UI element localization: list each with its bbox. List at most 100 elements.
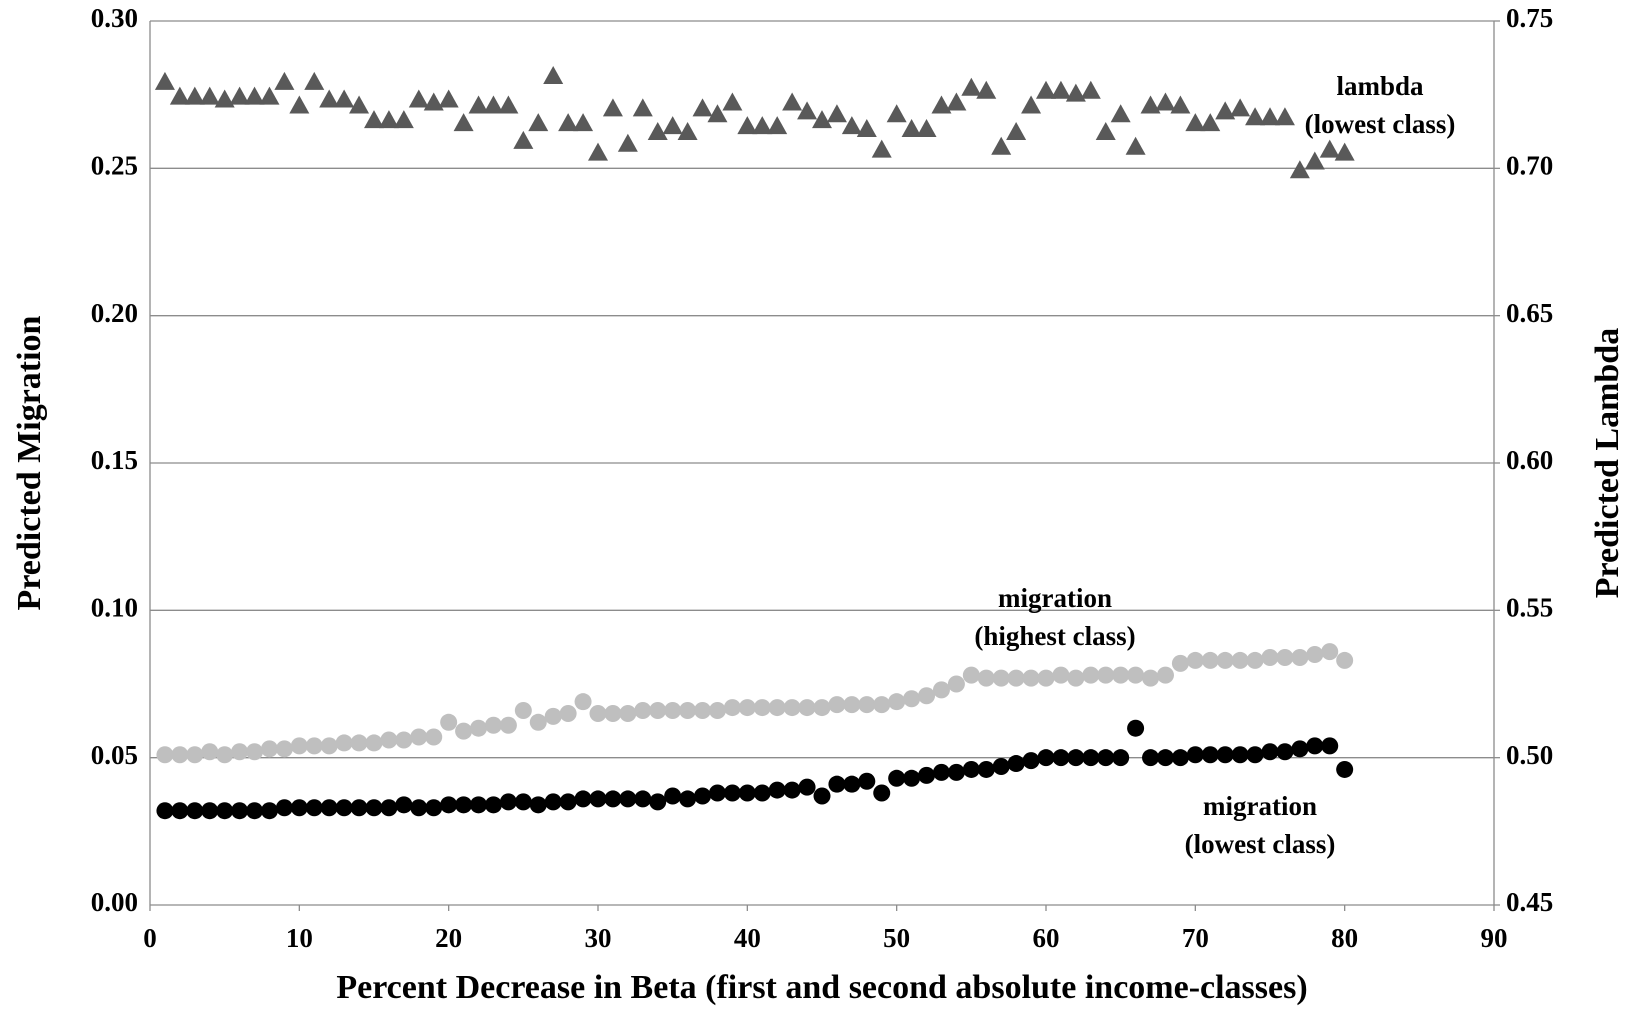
point [335, 799, 353, 817]
point [1156, 666, 1174, 684]
x-tick-label: 30 [585, 923, 612, 953]
point [260, 802, 278, 820]
point [529, 796, 547, 814]
triangle-point [737, 116, 758, 135]
triangle-point [1140, 95, 1161, 114]
annotation: (lowest class) [1305, 109, 1456, 139]
triangle-point [1170, 95, 1191, 114]
point [1306, 646, 1324, 664]
triangle-point [722, 92, 743, 111]
triangle-point [349, 95, 370, 114]
point [843, 696, 861, 714]
point [903, 690, 921, 708]
y-tick-label: 0.30 [91, 3, 138, 33]
point [290, 737, 308, 755]
point [1022, 669, 1040, 687]
point [664, 787, 682, 805]
point [604, 790, 622, 808]
point [1216, 746, 1234, 764]
triangle-point [1110, 104, 1131, 123]
triangle-point [946, 92, 967, 111]
point [768, 781, 786, 799]
point [1022, 752, 1040, 770]
point [216, 802, 234, 820]
point [1127, 666, 1145, 684]
point [305, 737, 323, 755]
y2-axis-title: Predicted Lambda [1589, 328, 1626, 598]
triangle-point [1125, 136, 1146, 155]
point [425, 728, 443, 746]
point [231, 802, 249, 820]
triangle-point [662, 116, 683, 135]
point [813, 699, 831, 717]
triangle-point [319, 89, 340, 108]
triangle-point [214, 89, 235, 108]
triangle-point [528, 113, 549, 132]
triangle-point [901, 119, 922, 138]
triangle-point [483, 95, 504, 114]
point [992, 758, 1010, 776]
point [589, 790, 607, 808]
triangle-point [991, 136, 1012, 155]
triangle-point [1334, 142, 1355, 161]
point [440, 796, 458, 814]
point [1067, 749, 1085, 767]
y-tick-label: 0.20 [91, 298, 138, 328]
point [1231, 651, 1249, 669]
x-tick-label: 80 [1331, 923, 1358, 953]
point [1082, 666, 1100, 684]
point [1082, 749, 1100, 767]
point [783, 699, 801, 717]
point [559, 793, 577, 811]
x-tick-label: 40 [734, 923, 761, 953]
point [694, 702, 712, 720]
point [380, 731, 398, 749]
y-tick-label: 0.25 [91, 151, 138, 181]
point [1067, 669, 1085, 687]
triangle-point [393, 110, 414, 129]
point [246, 802, 264, 820]
point [484, 796, 502, 814]
triangle-point [438, 89, 459, 108]
triangle-point [199, 86, 220, 105]
point [1276, 648, 1294, 666]
point [395, 731, 413, 749]
point [813, 787, 831, 805]
point [455, 796, 473, 814]
point [873, 696, 891, 714]
point [798, 699, 816, 717]
point [246, 743, 264, 761]
triangle-point [1065, 83, 1086, 102]
y-axis-title: Predicted Migration [11, 315, 48, 610]
y-tick-label: 0.05 [91, 740, 138, 770]
point [828, 696, 846, 714]
annotation: (lowest class) [1185, 829, 1336, 859]
annotation: migration [998, 583, 1112, 613]
point [514, 702, 532, 720]
point [499, 716, 517, 734]
triangle-point [364, 110, 384, 129]
triangle-point [677, 121, 698, 140]
point [768, 699, 786, 717]
point [783, 781, 801, 799]
y-tick-label: 0.15 [91, 445, 138, 475]
point [798, 778, 816, 796]
point [649, 702, 667, 720]
point [1037, 669, 1055, 687]
triangle-point [812, 110, 832, 129]
point [440, 713, 458, 731]
point [186, 746, 204, 764]
triangle-point [453, 113, 474, 132]
point [365, 734, 383, 752]
y2-tick-label: 0.75 [1506, 3, 1553, 33]
point [738, 784, 756, 802]
point [201, 743, 219, 761]
point [275, 740, 293, 758]
point [529, 713, 547, 731]
point [380, 799, 398, 817]
point [410, 728, 428, 746]
triangle-point [289, 95, 310, 114]
point [1186, 746, 1204, 764]
point [574, 693, 592, 711]
point [171, 802, 189, 820]
